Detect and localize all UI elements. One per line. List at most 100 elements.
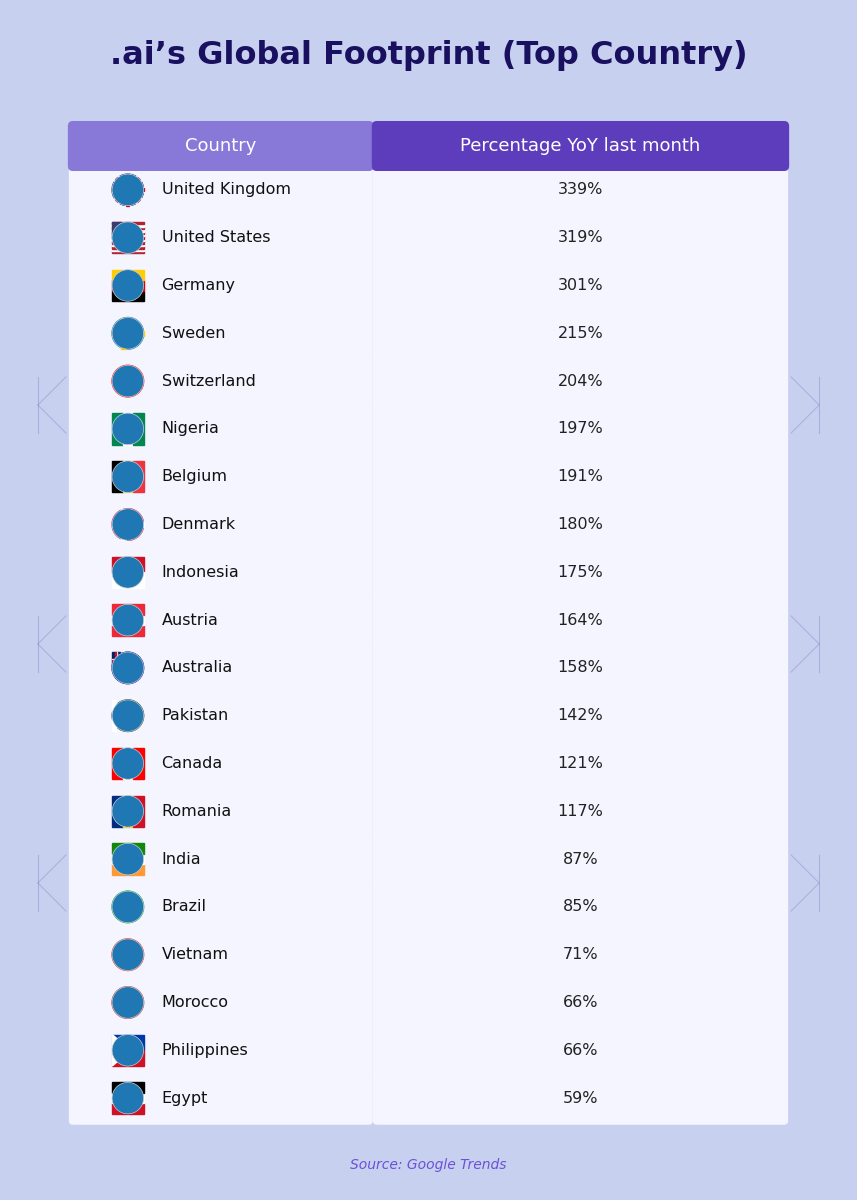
Bar [112,614,144,625]
Circle shape [122,901,134,913]
FancyBboxPatch shape [372,121,789,170]
Text: Brazil: Brazil [162,900,207,914]
FancyBboxPatch shape [69,594,373,647]
Text: 197%: 197% [558,421,603,437]
Bar [112,222,121,236]
Circle shape [112,270,144,301]
Circle shape [112,174,144,205]
Circle shape [127,858,129,860]
FancyBboxPatch shape [373,737,788,790]
FancyBboxPatch shape [69,689,373,743]
Bar [133,748,144,779]
FancyBboxPatch shape [373,1072,788,1124]
Text: Canada: Canada [162,756,223,772]
FancyBboxPatch shape [373,259,788,312]
Bar [112,251,144,253]
FancyBboxPatch shape [373,163,788,216]
Circle shape [112,174,144,205]
Bar [112,244,144,246]
FancyBboxPatch shape [69,450,373,503]
Bar [112,241,144,244]
FancyBboxPatch shape [373,785,788,838]
Bar [112,234,144,236]
FancyBboxPatch shape [69,546,373,599]
FancyBboxPatch shape [373,402,788,456]
Bar [112,1093,144,1103]
Bar [133,413,144,445]
Polygon shape [116,178,141,203]
Bar [112,246,144,248]
Text: 117%: 117% [558,804,603,818]
Bar [112,227,144,229]
FancyBboxPatch shape [69,1024,373,1076]
Bar [112,290,144,301]
Text: 85%: 85% [563,900,598,914]
FancyBboxPatch shape [373,689,788,743]
Text: Egypt: Egypt [162,1091,208,1105]
Text: Sweden: Sweden [162,325,225,341]
Circle shape [112,796,144,827]
FancyBboxPatch shape [373,307,788,360]
Bar [115,652,117,668]
Text: 204%: 204% [558,373,603,389]
Bar [125,372,130,390]
Bar [123,461,133,492]
FancyBboxPatch shape [373,498,788,551]
Bar [112,854,144,864]
Text: 121%: 121% [558,756,603,772]
FancyBboxPatch shape [69,833,373,886]
FancyBboxPatch shape [68,121,374,170]
Bar [125,174,130,205]
Circle shape [125,1096,130,1100]
FancyBboxPatch shape [373,354,788,408]
FancyBboxPatch shape [69,307,373,360]
Circle shape [112,700,144,732]
Circle shape [132,672,135,673]
Circle shape [118,1046,125,1054]
Bar [123,413,133,445]
FancyBboxPatch shape [69,498,373,551]
Text: Germany: Germany [162,278,236,293]
Circle shape [112,365,144,397]
Polygon shape [112,1034,131,1066]
FancyBboxPatch shape [69,641,373,695]
Polygon shape [120,947,135,961]
Bar [112,572,144,588]
Bar [112,666,120,668]
FancyBboxPatch shape [69,1072,373,1124]
Text: Percentage YoY last month: Percentage YoY last month [460,137,701,155]
Bar [112,605,144,614]
FancyBboxPatch shape [69,785,373,838]
Bar [112,188,144,192]
Bar [112,229,144,232]
FancyBboxPatch shape [69,402,373,456]
Circle shape [112,509,144,540]
Bar [112,844,144,854]
Circle shape [112,652,144,684]
Text: 142%: 142% [558,708,603,724]
FancyBboxPatch shape [69,211,373,264]
Bar [133,796,144,827]
Text: 66%: 66% [563,1043,598,1058]
Bar [112,270,144,281]
Circle shape [112,986,144,1019]
Text: Australia: Australia [162,660,233,676]
Circle shape [112,365,144,397]
Bar [119,378,136,384]
Text: 215%: 215% [558,325,603,341]
FancyBboxPatch shape [69,881,373,934]
Bar [112,652,120,668]
Text: 301%: 301% [558,278,603,293]
FancyBboxPatch shape [373,881,788,934]
FancyBboxPatch shape [69,163,373,216]
Bar [112,1050,144,1066]
Text: Belgium: Belgium [162,469,228,484]
Circle shape [112,509,144,540]
Bar [112,222,144,224]
Bar [112,625,144,636]
Text: Denmark: Denmark [162,517,236,532]
FancyBboxPatch shape [69,928,373,982]
Bar [126,174,129,205]
FancyBboxPatch shape [373,641,788,695]
Bar [112,659,120,661]
